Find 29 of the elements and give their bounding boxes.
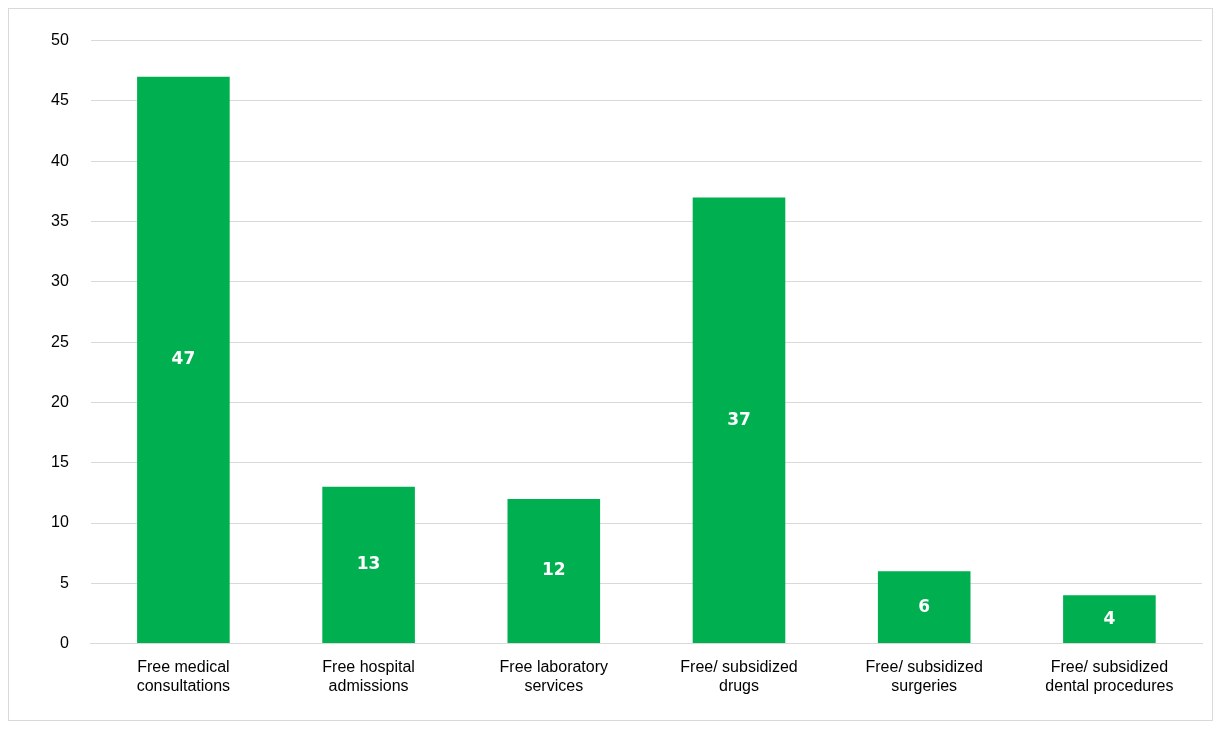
y-tick-label: 35 [51, 211, 69, 229]
bar [137, 76, 230, 644]
x-tick-label: Free/ subsidized drugs [680, 657, 798, 694]
data-label: 6 [918, 595, 931, 616]
bar [692, 197, 786, 644]
y-tick-label: 0 [59, 634, 69, 652]
bar [1063, 595, 1156, 644]
y-tick-label: 40 [51, 151, 69, 169]
y-tick-label: 45 [51, 91, 69, 109]
data-label: 37 [727, 408, 751, 429]
data-label: 12 [541, 559, 566, 580]
y-tick-label: 50 [51, 31, 69, 49]
data-label: 13 [356, 553, 381, 574]
x-tick-label: Free hospital admissions [322, 657, 415, 694]
x-tick-label: Free medical consultations [136, 657, 231, 694]
y-tick-label: 20 [51, 392, 69, 410]
y-tick-label: 25 [51, 332, 69, 350]
x-tick-label: Free laboratory services [499, 657, 609, 694]
data-label: 4 [1103, 607, 1116, 628]
y-tick-label: 30 [51, 272, 69, 290]
x-tick-label: Free/ subsidized dental procedures [1045, 657, 1174, 694]
bar [507, 498, 601, 644]
data-label: 47 [171, 348, 196, 369]
y-tick-label: 5 [59, 573, 69, 591]
y-tick-label: 10 [51, 513, 69, 531]
bar [877, 571, 971, 644]
bar [322, 486, 415, 644]
y-tick-label: 15 [51, 453, 69, 471]
x-tick-label: Free/ subsidized surgeries [865, 657, 983, 694]
